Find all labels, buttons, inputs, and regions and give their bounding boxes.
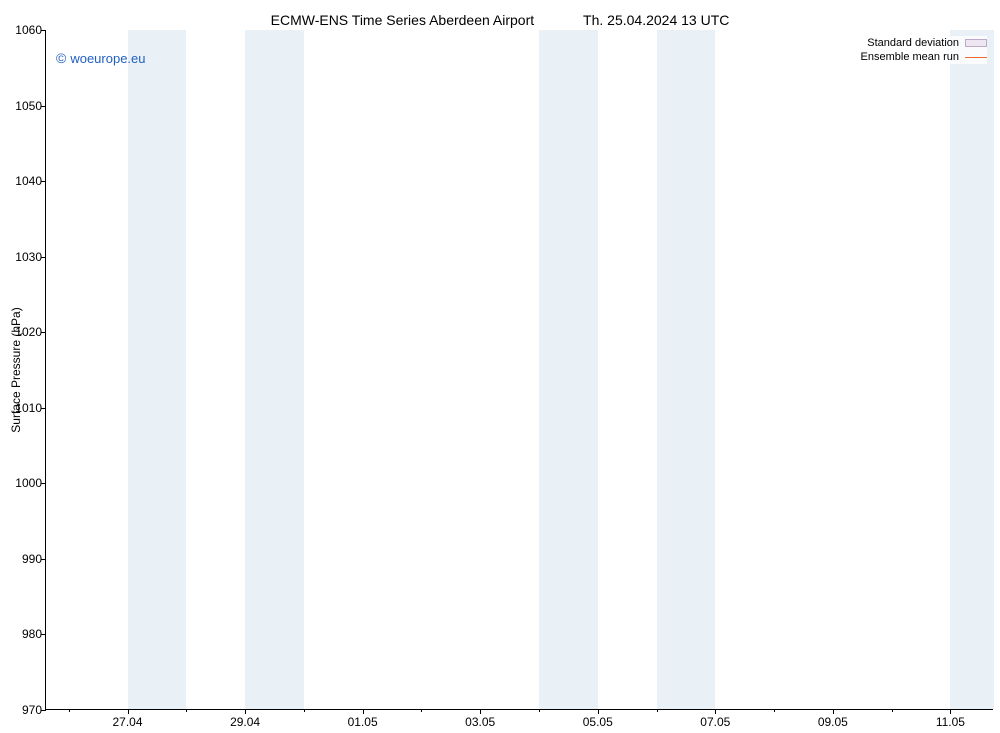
y-tick-mark (41, 257, 46, 258)
legend-swatch-box-icon (965, 39, 987, 47)
chart-title-timestamp: Th. 25.04.2024 13 UTC (583, 12, 729, 28)
x-tick-mark (715, 709, 716, 714)
y-tick-label: 970 (6, 703, 42, 717)
y-tick-mark (41, 106, 46, 107)
x-tick-mark (245, 709, 246, 714)
x-tick-label: 03.05 (465, 715, 495, 729)
legend-swatch-line-icon (965, 57, 987, 58)
x-tick-mark (363, 709, 364, 714)
shade-band (950, 30, 994, 709)
x-tick-label: 09.05 (818, 715, 848, 729)
y-tick-label: 1030 (6, 250, 42, 264)
x-tick-minor-mark (774, 709, 775, 712)
legend: Standard deviation Ensemble mean run (861, 36, 987, 64)
shade-band (128, 30, 187, 709)
y-tick-label: 1000 (6, 476, 42, 490)
watermark: © woeurope.eu (56, 50, 146, 66)
y-tick-mark (41, 332, 46, 333)
y-tick-mark (41, 30, 46, 31)
x-tick-mark (480, 709, 481, 714)
x-tick-mark (128, 709, 129, 714)
legend-item-ensemble: Ensemble mean run (861, 50, 987, 64)
y-tick-label: 980 (6, 627, 42, 641)
y-tick-mark (41, 559, 46, 560)
x-tick-label: 11.05 (936, 715, 965, 729)
chart-title-location: Aberdeen Airport (429, 12, 534, 28)
y-tick-label: 1060 (6, 23, 42, 37)
copyright-icon: © (56, 50, 66, 66)
x-tick-label: 27.04 (113, 715, 143, 729)
legend-label-ensemble: Ensemble mean run (861, 50, 959, 64)
shade-band (539, 30, 598, 709)
x-tick-minor-mark (421, 709, 422, 712)
x-tick-minor-mark (69, 709, 70, 712)
plot-area: Surface Pressure (hPa) 97098099010001010… (45, 30, 993, 710)
x-tick-minor-mark (304, 709, 305, 712)
chart-title-prefix: ECMW-ENS Time Series (271, 12, 426, 28)
y-tick-mark (41, 181, 46, 182)
x-tick-mark (833, 709, 834, 714)
x-tick-minor-mark (539, 709, 540, 712)
x-tick-mark (950, 709, 951, 714)
y-tick-label: 1050 (6, 99, 42, 113)
x-tick-minor-mark (186, 709, 187, 712)
chart-container: ECMW-ENS Time Series Aberdeen Airport Th… (0, 0, 1000, 733)
y-tick-mark (41, 408, 46, 409)
y-tick-mark (41, 710, 46, 711)
watermark-text: woeurope.eu (70, 51, 145, 66)
y-tick-label: 1010 (6, 401, 42, 415)
y-tick-label: 1020 (6, 325, 42, 339)
x-tick-label: 05.05 (583, 715, 613, 729)
x-tick-label: 07.05 (700, 715, 730, 729)
x-tick-label: 29.04 (230, 715, 260, 729)
legend-item-stddev: Standard deviation (861, 36, 987, 50)
legend-label-stddev: Standard deviation (867, 36, 959, 50)
x-tick-mark (598, 709, 599, 714)
x-tick-label: 01.05 (348, 715, 378, 729)
x-tick-minor-mark (892, 709, 893, 712)
y-tick-mark (41, 634, 46, 635)
y-tick-label: 1040 (6, 174, 42, 188)
chart-title-group: ECMW-ENS Time Series Aberdeen Airport Th… (0, 12, 1000, 28)
shade-band (657, 30, 716, 709)
y-tick-label: 990 (6, 552, 42, 566)
shade-band (245, 30, 304, 709)
x-tick-minor-mark (657, 709, 658, 712)
y-tick-mark (41, 483, 46, 484)
